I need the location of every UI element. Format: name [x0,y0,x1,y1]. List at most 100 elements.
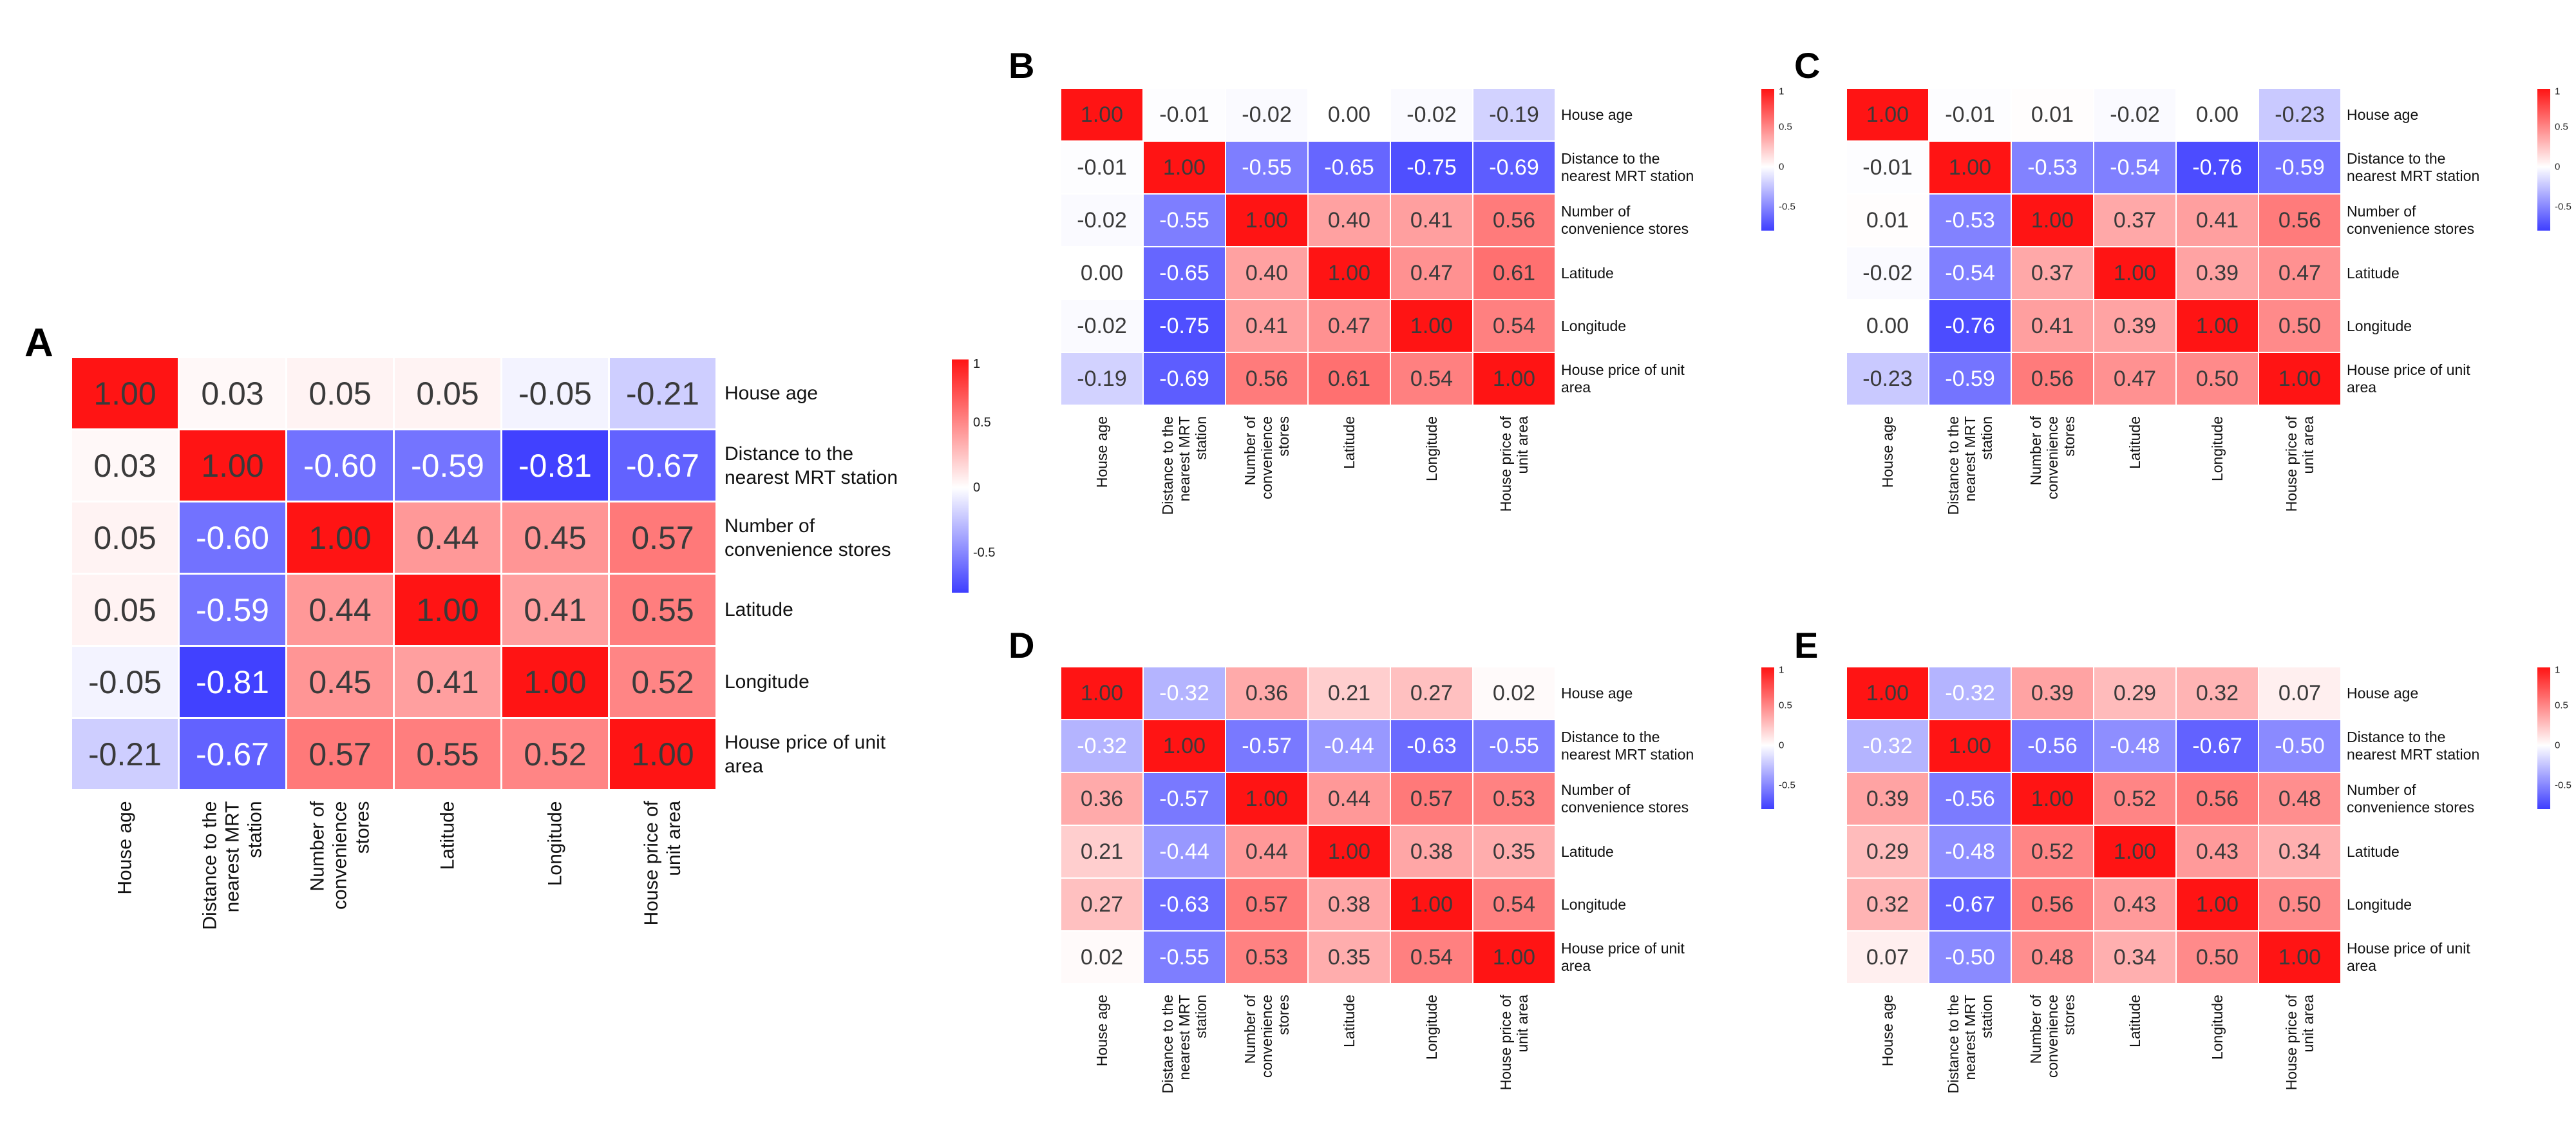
row-tick-line: nearest MRT station [1561,167,1694,184]
row-tick-label: Longitude [1561,300,1741,352]
col-tick-line: unit area [1514,416,1531,474]
col-tick-label-text: House price of unit area [1497,412,1531,562]
col-tick-line: unit area [2300,416,2316,474]
heatmap-cell: -0.67 [1929,879,2011,930]
heatmap-cell: 0.05 [72,502,178,573]
heatmap-cell: 0.44 [395,502,500,573]
col-tick-label-text: Longitude [2209,412,2226,562]
heatmap-cell: 0.05 [287,358,393,428]
colorbar-tick-label: 1 [1779,86,1785,97]
row-tick-line: House age [1561,106,1633,123]
col-tick-line: Longitude [544,801,566,886]
heatmap-D: 1.00 -0.32 0.36 0.21 0.27 0.02 -0.32 1.00 -0.57-… [1061,667,1555,983]
col-tick-line: nearest MRT [1176,995,1193,1080]
row-tick-label: Number of convenience stores [2347,773,2527,825]
row-tick-line: Longitude [2347,317,2412,334]
col-tick-label-text: Number of convenience stores [2027,412,2078,562]
colorbar-tick-label: 0 [1779,161,1785,173]
col-tick-line: House price of [2283,995,2300,1091]
heatmap-cell: 0.39 [2012,667,2093,719]
row-tick-line: Number of [1561,203,1631,220]
colorbar-tick-label: 1 [973,357,981,372]
row-tick-line: Latitude [1561,843,1614,860]
heatmap-cell: 0.36 [1061,773,1142,825]
col-tick-line: Longitude [1423,995,1440,1060]
col-tick-label: Distance to the nearest MRT station [1929,991,2011,1140]
col-tick-line: Latitude [2126,416,2143,469]
col-tick-label-text: Number of convenience stores [307,797,374,972]
row-tick-label: House age [1561,89,1741,140]
col-tick-line: nearest MRT [222,801,243,912]
col-tick-label-text: Longitude [1423,412,1440,562]
heatmap-cell: 0.34 [2259,826,2340,877]
col-tick-line: station [1978,995,1995,1038]
col-tick-line: unit area [1514,995,1531,1053]
col-tick-label-text: Distance to the nearest MRT station [1945,991,1995,1140]
heatmap-cell: 0.41 [395,647,500,717]
row-tick-label: Longitude [2347,879,2527,930]
col-tick-label-text: House price of unit area [1497,991,1531,1140]
row-tick-line: Distance to the [2347,150,2446,167]
heatmap-cell: 0.61 [1309,353,1390,405]
row-tick-line: House price of unit [2347,940,2470,957]
heatmap-cell: 0.41 [502,575,608,645]
col-tick-line: station [244,801,266,858]
col-tick-label: Latitude [2094,412,2175,562]
heatmap-cell: -0.02 [2094,89,2175,140]
col-tick-line: House age [1879,995,1896,1067]
heatmap-cell: 0.52 [2094,773,2175,825]
colorbar [2537,89,2550,231]
col-tick-line: convenience [1258,995,1275,1078]
heatmap-cell: -0.59 [2259,142,2340,193]
heatmap-cell: 0.44 [287,575,393,645]
panel-label-D: D [1009,625,1035,665]
heatmap-cell: 0.47 [2259,247,2340,299]
row-tick-line: Longitude [724,671,810,693]
heatmap-cell: -0.76 [2177,142,2258,193]
col-tick-label-text: Latitude [1341,412,1358,562]
panel-label-E: E [1794,625,1819,665]
heatmap-cell: -0.44 [1144,826,1225,877]
row-tick-label: Distance to the nearest MRT station [2347,720,2527,772]
row-tick-line: Latitude [2347,843,2400,860]
row-tick-line: House price of unit [724,731,886,753]
col-tick-label-text: Distance to the nearest MRT station [1159,412,1209,562]
heatmap-cell: -0.55 [1144,932,1225,983]
row-tick-line: nearest MRT station [2347,167,2480,184]
heatmap-cell: 0.02 [1061,932,1142,983]
col-tick-line: station [1193,416,1209,460]
col-tick-label: Number of convenience stores [1226,991,1307,1140]
colorbar-tick-label: 1 [2555,86,2561,97]
row-tick-line: convenience stores [724,539,891,560]
heatmap-cell: -0.32 [1847,720,1928,772]
heatmap-cell: 0.35 [1473,826,1555,877]
col-tick-label: Longitude [502,797,608,972]
heatmap-cell: -0.32 [1061,720,1142,772]
row-tick-line: Number of [2347,781,2416,798]
heatmap-cell: 0.53 [1473,773,1555,825]
col-tick-line: nearest MRT [1962,995,1978,1080]
row-tick-line: area [2347,379,2377,396]
row-tick-label: Latitude [2347,247,2527,299]
colorbar [952,359,969,593]
col-tick-line: station [1193,995,1209,1038]
heatmap-cell: 1.00 [2094,826,2175,877]
colorbar-tick-label: 0 [2555,161,2561,173]
col-tick-label: Number of convenience stores [2012,412,2093,562]
heatmap-cell: -0.54 [1929,247,2011,299]
heatmap-cell: 1.00 [1473,932,1555,983]
col-tick-line: convenience [329,801,351,910]
col-tick-label-text: Number of convenience stores [1242,412,1292,562]
heatmap-cell: 0.03 [72,430,178,501]
heatmap-cell: -0.56 [1929,773,2011,825]
heatmap-cell: -0.01 [1144,89,1225,140]
col-tick-label: Number of convenience stores [287,797,393,972]
colorbar-tick-label: 1 [1779,664,1785,676]
panel-label-A: A [24,321,53,365]
col-tick-line: stores [1275,416,1292,457]
heatmap-B: 1.00 -0.01 -0.02 0.00 -0.02 -0.19 -0.01 1.00 -0.… [1061,89,1555,405]
colorbar-tick-label: -0.5 [2555,201,2571,213]
col-tick-label: Distance to the nearest MRT station [1144,991,1225,1140]
heatmap-cell: -0.57 [1144,773,1225,825]
col-tick-label: House price of unit area [2259,991,2340,1140]
